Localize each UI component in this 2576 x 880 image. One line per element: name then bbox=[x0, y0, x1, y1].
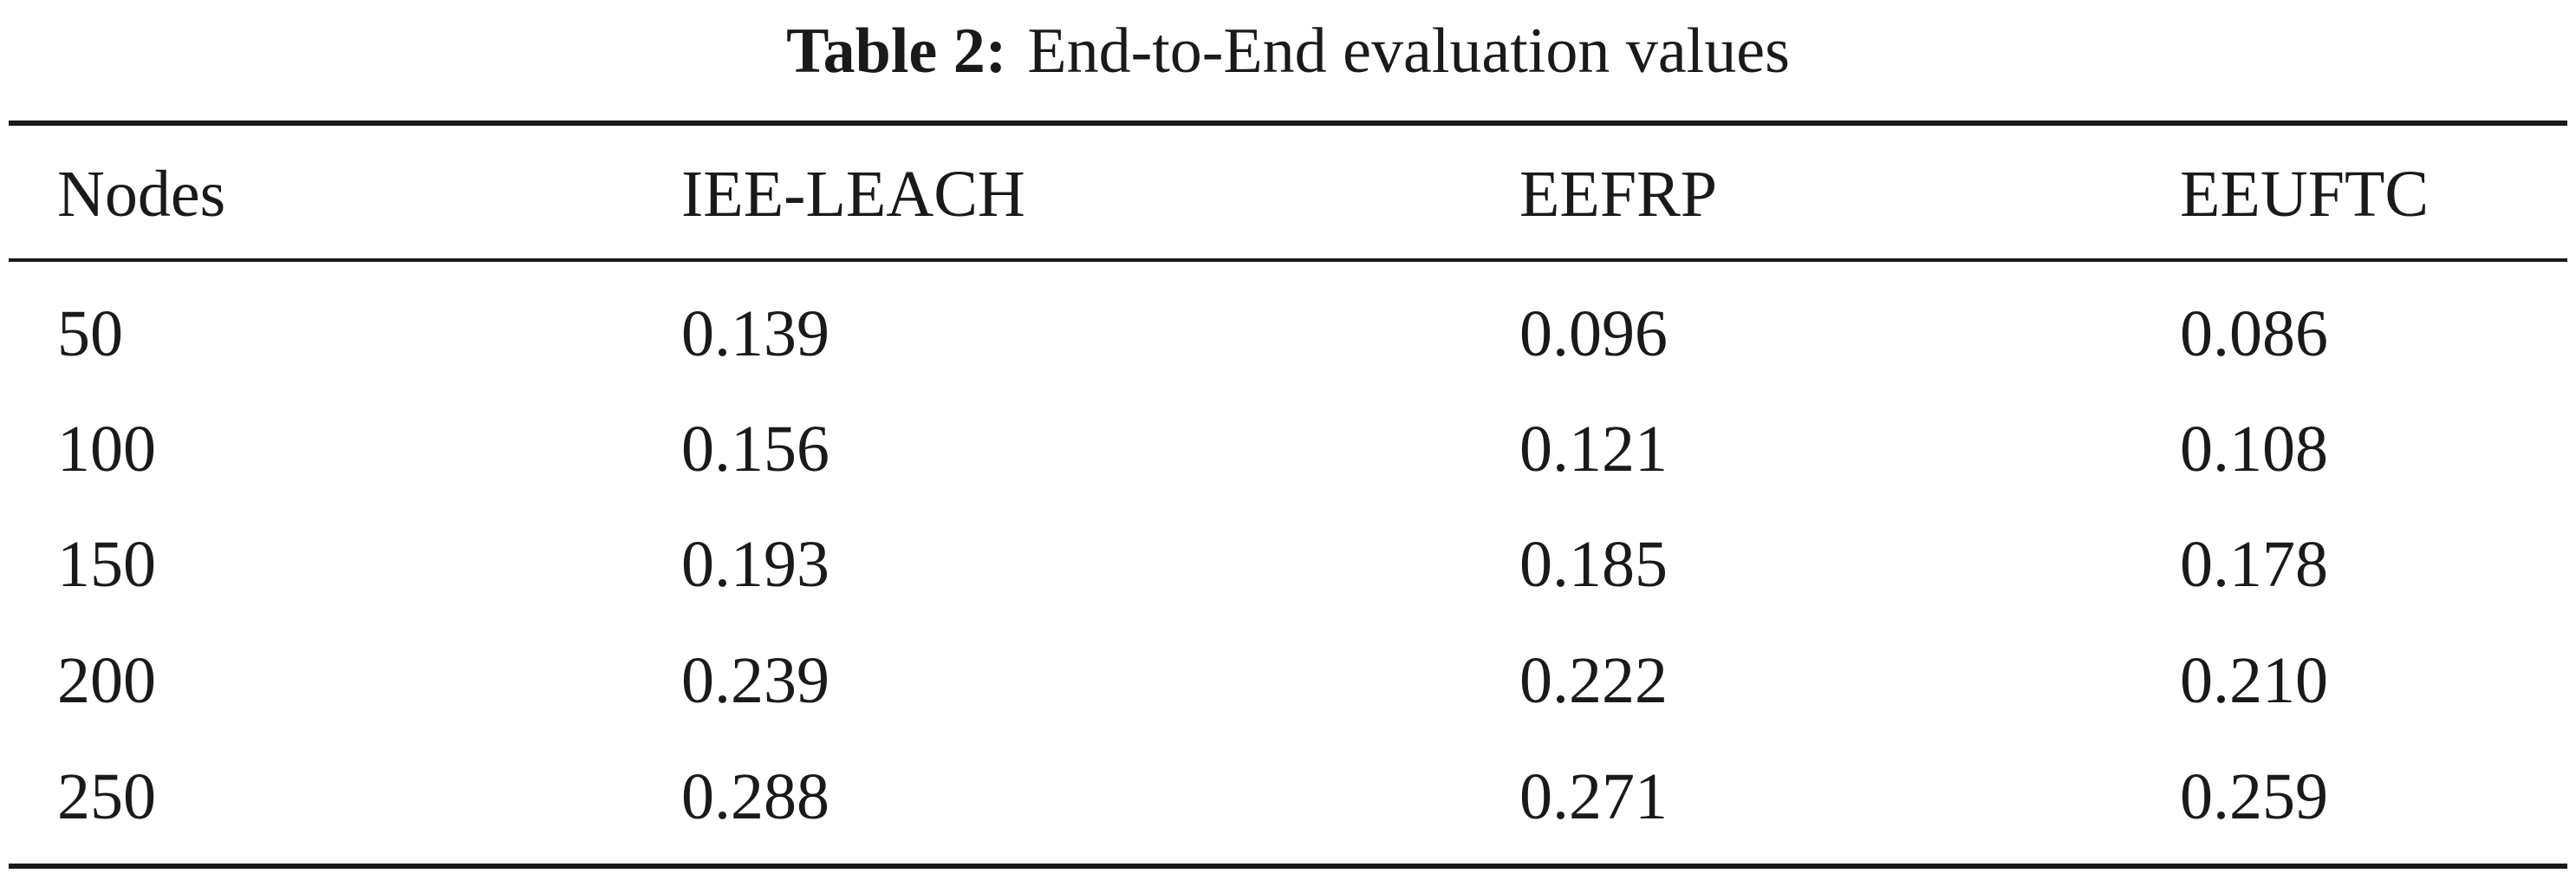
table-cell: 0.222 bbox=[1519, 644, 1668, 717]
column-header: IEE-LEACH bbox=[681, 158, 1025, 231]
table-cell: 0.096 bbox=[1519, 297, 1668, 370]
table-caption: Table 2: End-to-End evaluation values bbox=[0, 12, 2576, 90]
column-header: EEUFTC bbox=[2180, 158, 2430, 231]
table-cell: 0.108 bbox=[2180, 413, 2328, 486]
table-cell: 0.139 bbox=[681, 297, 829, 370]
table-cell: 0.288 bbox=[681, 760, 829, 833]
table-cell: 50 bbox=[57, 297, 123, 370]
table-cell: 0.259 bbox=[2180, 760, 2328, 833]
table-cell: 0.185 bbox=[1519, 528, 1668, 601]
table-cell: 0.193 bbox=[681, 528, 829, 601]
table-cell: 0.239 bbox=[681, 644, 829, 717]
column-header: Nodes bbox=[57, 158, 226, 231]
top-rule bbox=[9, 121, 2567, 126]
table-cell: 0.178 bbox=[2180, 528, 2328, 601]
table-cell: 100 bbox=[57, 413, 156, 486]
column-header: EEFRP bbox=[1519, 158, 1718, 231]
caption-text: End-to-End evaluation values bbox=[1027, 16, 1790, 87]
bottom-rule bbox=[9, 864, 2567, 869]
table-cell: 0.210 bbox=[2180, 644, 2328, 717]
table-cell: 150 bbox=[57, 528, 156, 601]
caption-label: Table 2: bbox=[786, 16, 1007, 87]
table-cell: 200 bbox=[57, 644, 156, 717]
table-cell: 0.086 bbox=[2180, 297, 2328, 370]
table-cell: 250 bbox=[57, 760, 156, 833]
table-cell: 0.156 bbox=[681, 413, 829, 486]
table-cell: 0.271 bbox=[1519, 760, 1668, 833]
table-cell: 0.121 bbox=[1519, 413, 1668, 486]
header-rule bbox=[9, 258, 2567, 262]
